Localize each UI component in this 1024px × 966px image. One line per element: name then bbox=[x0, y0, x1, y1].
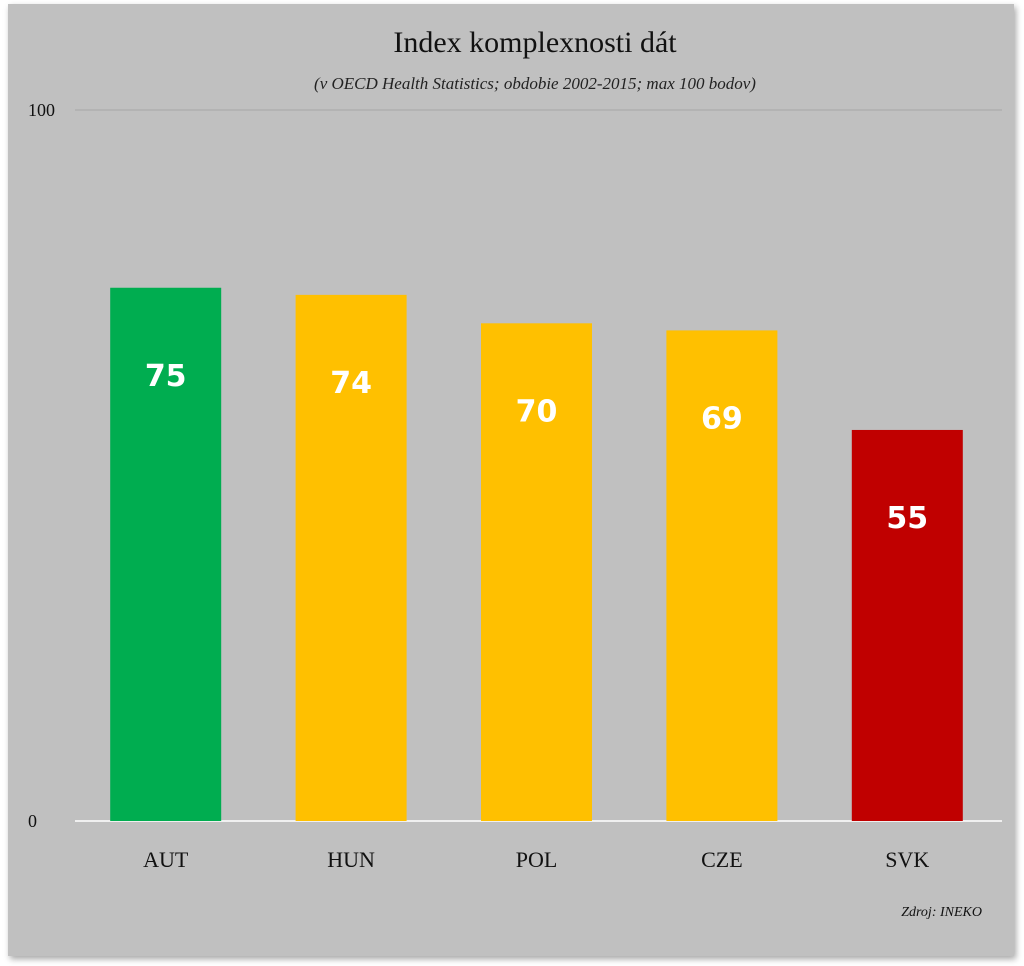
chart-subtitle: (v OECD Health Statistics; obdobie 2002-… bbox=[314, 74, 756, 93]
data-label-cze: 69 bbox=[701, 401, 743, 436]
category-label-pol: POL bbox=[516, 847, 558, 872]
y-tick-label: 100 bbox=[28, 100, 55, 120]
data-label-hun: 74 bbox=[330, 366, 372, 401]
y-tick-label: 0 bbox=[28, 811, 37, 831]
bar-aut bbox=[110, 287, 222, 821]
bar-cze bbox=[666, 330, 778, 821]
bar-hun bbox=[295, 294, 407, 821]
source-note: Zdroj: INEKO bbox=[901, 905, 982, 920]
data-label-pol: 70 bbox=[516, 394, 558, 429]
bars bbox=[110, 287, 963, 821]
category-label-cze: CZE bbox=[701, 847, 743, 872]
category-label-svk: SVK bbox=[885, 847, 929, 872]
bar-svk bbox=[851, 429, 963, 821]
data-label-svk: 55 bbox=[886, 501, 928, 536]
data-label-aut: 75 bbox=[145, 359, 187, 394]
bar-pol bbox=[481, 323, 592, 821]
category-label-aut: AUT bbox=[143, 847, 189, 872]
category-label-hun: HUN bbox=[327, 847, 375, 872]
labels: 0 100 75 AUT 74 HUN 70 POL 69 CZE 55 SVK bbox=[28, 100, 929, 872]
chart-title: Index komplexnosti dát bbox=[393, 26, 677, 59]
